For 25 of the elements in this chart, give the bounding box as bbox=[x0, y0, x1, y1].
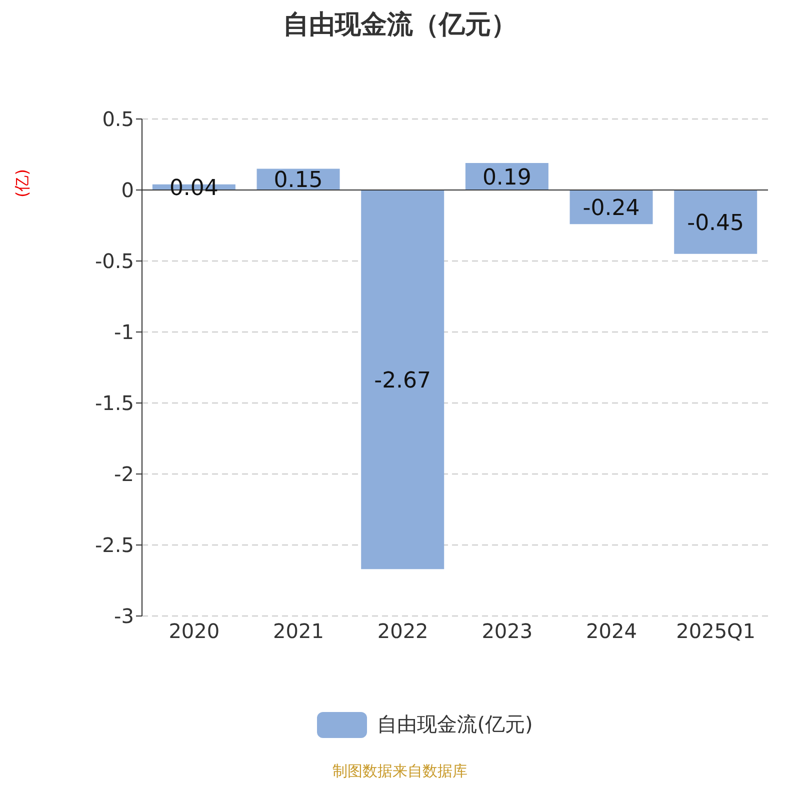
y-tick-label: 0.5 bbox=[102, 107, 134, 132]
y-axis-title: (亿) bbox=[12, 169, 32, 198]
data-label: 0.19 bbox=[482, 165, 532, 190]
y-tick-label: -1 bbox=[114, 320, 134, 344]
y-tick-label: -0.5 bbox=[94, 249, 134, 274]
data-label: 0.15 bbox=[274, 168, 323, 194]
data-label: -0.24 bbox=[582, 196, 640, 221]
y-tick-label: -1.5 bbox=[94, 391, 134, 416]
legend-label: 自由现金流(亿元) bbox=[377, 711, 533, 738]
bar bbox=[361, 190, 444, 570]
chart-title: 自由现金流（亿元） bbox=[282, 9, 518, 42]
text: 制图数据来自数据库 bbox=[332, 762, 468, 781]
y-tick-label: 0 bbox=[121, 178, 134, 202]
x-tick-label: 2024 bbox=[586, 619, 637, 644]
x-tick-label: 2021 bbox=[273, 619, 324, 644]
x-tick-label: 2023 bbox=[482, 619, 533, 644]
x-tick-label: 2025Q1 bbox=[676, 619, 756, 644]
data-label: -2.67 bbox=[374, 368, 432, 394]
y-tick-label: -2 bbox=[114, 462, 134, 486]
y-tick-label: -3 bbox=[114, 604, 134, 628]
y-tick-label: -2.5 bbox=[94, 533, 134, 558]
bar bbox=[674, 190, 758, 254]
data-label: -0.45 bbox=[687, 210, 744, 236]
x-tick-label: 2020 bbox=[168, 619, 220, 644]
x-tick-label: 2022 bbox=[377, 619, 428, 644]
